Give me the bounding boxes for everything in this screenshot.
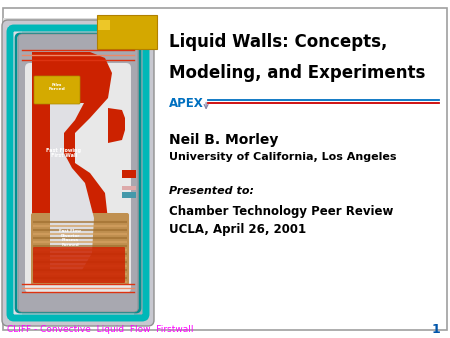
- Text: Fast Flow
Divertor
Plasma
Formed: Fast Flow Divertor Plasma Formed: [59, 229, 81, 247]
- Text: Modeling, and Experiments: Modeling, and Experiments: [169, 64, 425, 82]
- Text: Fast Flowing
First Wall: Fast Flowing First Wall: [46, 148, 81, 159]
- FancyBboxPatch shape: [25, 63, 131, 293]
- Polygon shape: [50, 103, 94, 270]
- FancyBboxPatch shape: [97, 15, 157, 49]
- Polygon shape: [32, 52, 112, 283]
- Text: CLiFF - Convective  Liquid  Flow  Firstwall: CLiFF - Convective Liquid Flow Firstwall: [7, 325, 193, 334]
- FancyBboxPatch shape: [34, 76, 80, 104]
- FancyBboxPatch shape: [3, 18, 153, 323]
- Text: APEX: APEX: [169, 97, 203, 110]
- Polygon shape: [108, 108, 125, 143]
- FancyBboxPatch shape: [2, 20, 154, 326]
- Text: Chamber Technology Peer Review: Chamber Technology Peer Review: [169, 205, 393, 218]
- Text: Neil B. Morley: Neil B. Morley: [169, 133, 278, 147]
- Text: Film
Forced: Film Forced: [49, 83, 65, 91]
- Text: Liquid Walls: Concepts,: Liquid Walls: Concepts,: [169, 33, 387, 51]
- FancyBboxPatch shape: [31, 213, 129, 285]
- FancyBboxPatch shape: [33, 247, 125, 283]
- FancyBboxPatch shape: [18, 34, 138, 312]
- Polygon shape: [8, 26, 22, 320]
- FancyBboxPatch shape: [122, 170, 136, 178]
- Text: University of California, Los Angeles: University of California, Los Angeles: [169, 152, 396, 162]
- Polygon shape: [134, 26, 148, 320]
- Polygon shape: [98, 20, 110, 30]
- Text: 1: 1: [432, 323, 440, 336]
- FancyBboxPatch shape: [122, 186, 136, 190]
- Text: Presented to:: Presented to:: [169, 186, 254, 196]
- Text: UCLA, April 26, 2001: UCLA, April 26, 2001: [169, 223, 306, 236]
- FancyBboxPatch shape: [122, 192, 136, 198]
- FancyBboxPatch shape: [3, 8, 447, 330]
